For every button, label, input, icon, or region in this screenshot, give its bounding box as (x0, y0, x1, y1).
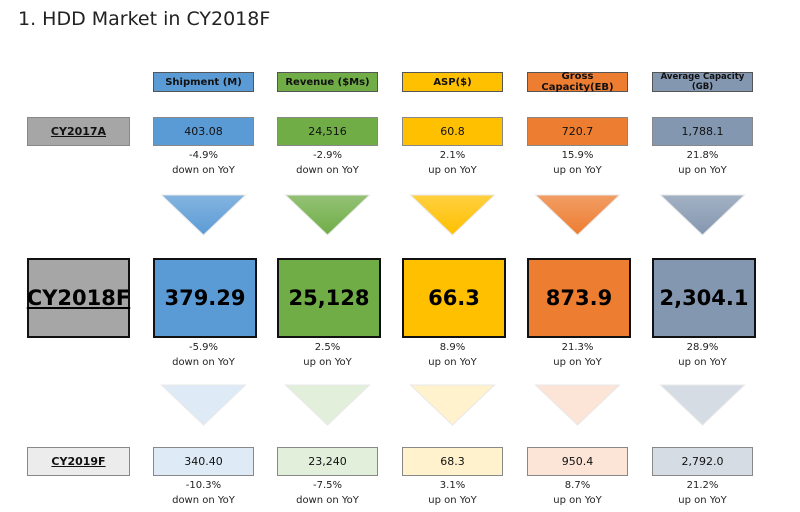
direction-text: up on YoY (428, 165, 477, 176)
change-text: 21.3% (561, 342, 594, 353)
change-text: -10.3% (185, 480, 222, 491)
column-header: Gross Capacity(EB) (527, 71, 628, 93)
change-text: 21.8% (686, 150, 719, 161)
value-cell: 2,792.0 (652, 447, 753, 476)
column-header: Shipment (M) (153, 72, 254, 92)
arrow (534, 384, 621, 426)
direction-text: up on YoY (553, 495, 602, 506)
direction-text: up on YoY (553, 165, 602, 176)
value-cell: 68.3 (402, 447, 503, 476)
arrow (284, 384, 371, 426)
arrow (659, 384, 746, 426)
value-cell: 379.29 (153, 258, 257, 338)
change-text: 2.5% (314, 342, 341, 353)
arrow (409, 194, 496, 236)
change-text: 8.7% (564, 480, 591, 491)
change-text: 3.1% (439, 480, 466, 491)
value-cell: 23,240 (277, 447, 378, 476)
direction-text: down on YoY (296, 165, 359, 176)
change-text: -5.9% (188, 342, 218, 353)
value-cell: 340.40 (153, 447, 254, 476)
direction-text: up on YoY (303, 357, 352, 368)
row-label: CY2017A (27, 117, 130, 146)
row-label: CY2019F (27, 447, 130, 476)
value-cell: 1,788.1 (652, 117, 753, 146)
row-label: CY2018F (27, 258, 130, 338)
change-text: 21.2% (686, 480, 719, 491)
arrow (659, 194, 746, 236)
direction-text: up on YoY (553, 357, 602, 368)
direction-text: down on YoY (296, 495, 359, 506)
direction-text: up on YoY (678, 357, 727, 368)
title: 1. HDD Market in CY2018F (18, 8, 271, 30)
direction-text: up on YoY (428, 357, 477, 368)
value-cell: 25,128 (277, 258, 381, 338)
change-text: 28.9% (686, 342, 719, 353)
change-text: 2.1% (439, 150, 466, 161)
change-text: 8.9% (439, 342, 466, 353)
value-cell: 2,304.1 (652, 258, 756, 338)
direction-text: up on YoY (678, 165, 727, 176)
arrow (284, 194, 371, 236)
arrow (534, 194, 621, 236)
value-cell: 403.08 (153, 117, 254, 146)
arrow (409, 384, 496, 426)
change-text: -4.9% (188, 150, 218, 161)
value-cell: 873.9 (527, 258, 631, 338)
change-text: 15.9% (561, 150, 594, 161)
value-cell: 720.7 (527, 117, 628, 146)
value-cell: 66.3 (402, 258, 506, 338)
value-cell: 24,516 (277, 117, 378, 146)
direction-text: up on YoY (428, 495, 477, 506)
direction-text: down on YoY (172, 495, 235, 506)
column-header: Revenue ($Ms) (277, 72, 378, 92)
arrow (160, 384, 247, 426)
direction-text: down on YoY (172, 357, 235, 368)
arrow (160, 194, 247, 236)
change-text: -7.5% (312, 480, 342, 491)
column-header: Average Capacity (GB) (652, 72, 753, 92)
direction-text: down on YoY (172, 165, 235, 176)
direction-text: up on YoY (678, 495, 727, 506)
change-text: -2.9% (312, 150, 342, 161)
value-cell: 950.4 (527, 447, 628, 476)
column-header: ASP($) (402, 72, 503, 92)
value-cell: 60.8 (402, 117, 503, 146)
